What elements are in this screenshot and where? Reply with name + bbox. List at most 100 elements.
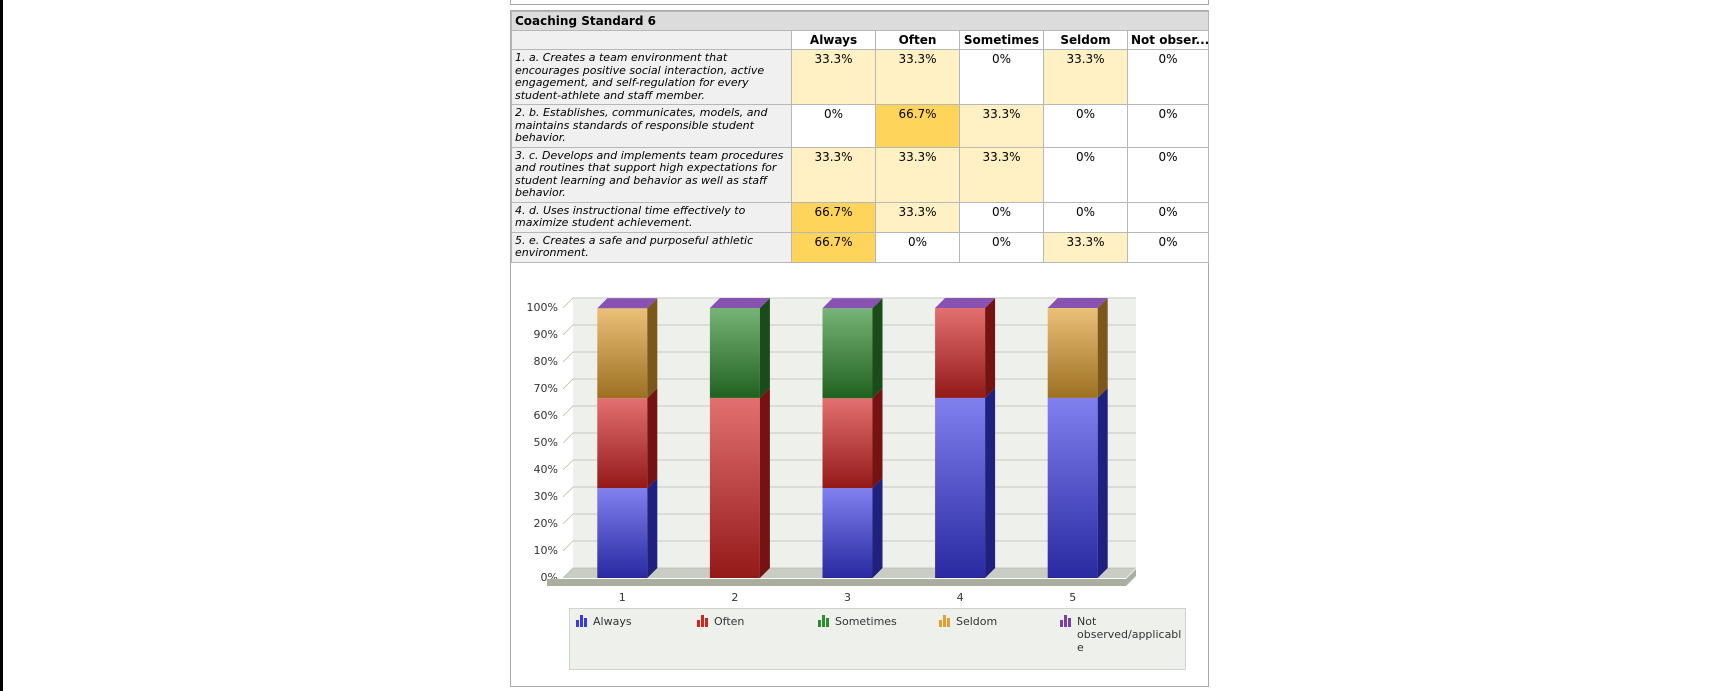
table-row: 5. e. Creates a safe and purposeful athl… [511, 231, 1210, 263]
legend-label: Always [593, 615, 632, 628]
bar-segment-side [872, 388, 883, 489]
bar-segment [709, 308, 760, 398]
table-row: 1. a. Creates a team environment that en… [511, 49, 1210, 105]
bar-segment [1047, 308, 1098, 398]
legend-label-line: e [1077, 641, 1084, 654]
x-tick-label: 1 [619, 591, 626, 604]
rating-table: Coaching Standard 6 Always Often Sometimes… [510, 11, 1210, 263]
bar-segment-side [759, 387, 770, 578]
bar-segment [597, 308, 648, 399]
legend-bars-icon [1060, 615, 1072, 627]
rating-cell: 66.7% [875, 104, 960, 148]
y-tick-label: 90% [534, 328, 558, 341]
rating-cell: 0% [875, 231, 960, 263]
bar-segment [822, 488, 873, 578]
row-question: 3. c. Develops and implements team proce… [511, 146, 792, 203]
chart-legend: Always Often Sometimes Seldom Not observed/ap… [569, 608, 1186, 670]
rating-cell: 33.3% [959, 104, 1044, 148]
y-tick-label: 80% [534, 355, 558, 368]
legend-label-line: Sometimes [835, 615, 897, 628]
rating-cell: 66.7% [791, 231, 876, 263]
x-tick-label: 2 [731, 591, 738, 604]
rating-cell: 0% [1043, 146, 1128, 203]
rating-cell: 0% [1043, 104, 1128, 148]
bar-segment [709, 397, 760, 578]
bar-segment [822, 398, 873, 489]
bar-segment-side [647, 478, 658, 578]
y-tick-label: 70% [534, 382, 558, 395]
standard-panel: Coaching Standard 6 Always Often Sometimes… [510, 10, 1210, 687]
rating-cell: 0% [1126, 49, 1210, 105]
bar-top-cap [935, 298, 996, 308]
bar-segment [597, 398, 648, 489]
bar-segment-side [647, 388, 658, 489]
rating-cell: 0% [959, 231, 1044, 263]
bar-segment-side [1097, 298, 1108, 398]
rating-cell: 33.3% [875, 146, 960, 203]
rating-cell: 0% [1043, 201, 1128, 233]
table-title: Coaching Standard 6 [510, 11, 1210, 31]
bar-segment-side [872, 298, 883, 399]
row-question: 5. e. Creates a safe and purposeful athl… [511, 231, 792, 263]
legend-bars-icon [818, 615, 830, 627]
bar-segment-side [985, 387, 996, 578]
legend-bars-icon [697, 615, 709, 627]
previous-panel-edge [510, 0, 1209, 5]
legend-label-line: observed/applicabl [1077, 628, 1182, 641]
bar-segment [935, 308, 986, 398]
y-tick-label: 50% [534, 436, 558, 449]
bar-segment-side [872, 478, 883, 578]
stacked-bar-chart: 0%10%20%30%40%50%60%70%80%90%100%1 2 3 4 5 [527, 297, 1136, 604]
y-tick-label: 30% [534, 490, 558, 503]
y-tick-label: 20% [534, 517, 558, 530]
rating-cell: 0% [1126, 231, 1210, 263]
chart-floor [547, 569, 1136, 586]
table-row: 4. d. Uses instructional time effectivel… [511, 201, 1210, 233]
x-tick-label: 3 [844, 591, 851, 604]
y-tick-label: 40% [534, 463, 558, 476]
rating-cell: 33.3% [875, 201, 960, 233]
legend-label: Often [714, 615, 744, 628]
bar-segment [935, 397, 986, 578]
rating-cell: 33.3% [875, 49, 960, 105]
y-tick-label: 10% [534, 544, 558, 557]
rating-cell: 33.3% [1043, 49, 1128, 105]
bar-top-cap [597, 298, 658, 309]
rating-cell: 0% [959, 49, 1044, 105]
column-header: Seldom [1043, 30, 1128, 50]
bar-segment [597, 488, 648, 578]
rating-cell: 0% [1126, 104, 1210, 148]
row-question: 1. a. Creates a team environment that en… [511, 49, 792, 105]
legend-label: Sometimes [835, 615, 897, 628]
rating-cell: 33.3% [1043, 231, 1128, 263]
rating-cell: 33.3% [791, 146, 876, 203]
column-header: Often [875, 30, 960, 50]
bar-top-cap [822, 298, 883, 309]
x-tick-label: 4 [957, 591, 964, 604]
table-row: 2. b. Establishes, communicates, models,… [511, 104, 1210, 148]
y-tick-label: 60% [534, 409, 558, 422]
bar-segment [1047, 397, 1098, 578]
bar-top-cap [1047, 298, 1108, 308]
table-row: 3. c. Develops and implements team proce… [511, 146, 1210, 203]
bar-segment-side [759, 298, 770, 398]
legend-label: Seldom [956, 615, 997, 628]
legend-bars-icon [576, 615, 588, 627]
legend-label: Not observed/applicabl e [1077, 615, 1181, 654]
y-tick-label: 100% [527, 301, 558, 314]
legend-label-line: Often [714, 615, 745, 628]
rating-cell: 0% [1126, 146, 1210, 203]
row-question: 4. d. Uses instructional time effectivel… [511, 201, 792, 233]
legend-label-line: Always [593, 615, 632, 628]
legend-bars-icon [939, 615, 951, 627]
row-question: 2. b. Establishes, communicates, models,… [511, 104, 792, 148]
bar-segment-side [1097, 387, 1108, 578]
window-left-edge [0, 0, 3, 691]
bar-segment [822, 308, 873, 399]
legend-label-line: Seldom [956, 615, 998, 628]
x-tick-label: 5 [1069, 591, 1076, 604]
rating-cell: 0% [791, 104, 876, 148]
bar-segment-side [985, 298, 996, 398]
bar-top-cap [709, 298, 770, 308]
legend-label-line: Not [1077, 615, 1097, 628]
